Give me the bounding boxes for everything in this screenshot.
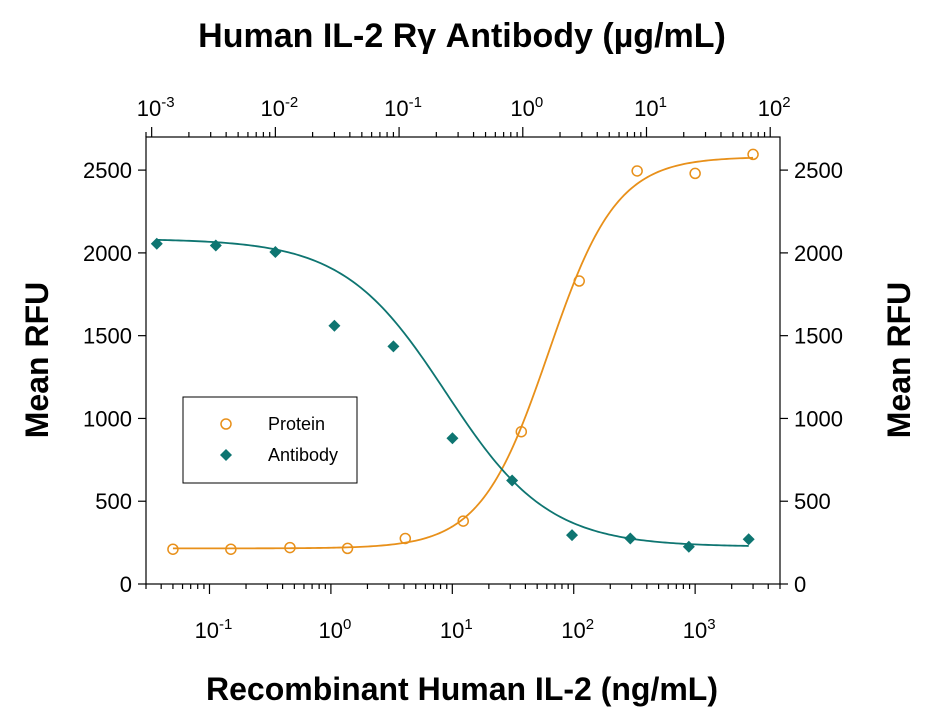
antibody-point	[446, 432, 459, 445]
legend-antibody-marker	[220, 449, 232, 461]
protein-point	[515, 425, 528, 438]
y-tick-label-right-0: 0	[794, 572, 806, 597]
legend-protein-marker	[220, 418, 232, 430]
top-tick-label--3: 10-3	[137, 94, 175, 121]
y-tick-label-left-500: 500	[95, 489, 132, 514]
x-tick-label-2: 102	[561, 616, 594, 643]
antibody-point	[328, 319, 341, 332]
y-axis-label-left: Mean RFU	[19, 282, 55, 438]
antibody-point	[682, 540, 695, 553]
y-tick-label-right-2000: 2000	[794, 241, 843, 266]
y-tick-label-left-2500: 2500	[83, 158, 132, 183]
protein-point	[573, 275, 585, 287]
curves	[156, 156, 754, 550]
y-tick-label-right-1000: 1000	[794, 406, 843, 431]
plot-frame	[145, 136, 781, 585]
protein-point	[225, 543, 237, 555]
antibody-fit-curve	[156, 238, 749, 547]
top-tick-label-0: 100	[510, 94, 543, 121]
y-tick-label-left-1500: 1500	[83, 324, 132, 349]
antibody-point	[624, 532, 637, 545]
top-tick-label--2: 10-2	[260, 94, 298, 121]
protein-point	[457, 515, 469, 527]
x-axis-label: Recombinant Human IL-2 (ng/mL)	[206, 671, 718, 707]
protein-point	[747, 148, 759, 161]
y-tick-label-right-1500: 1500	[794, 324, 843, 349]
top-tick-label-1: 101	[634, 94, 667, 121]
x-tick-label-0: 100	[318, 616, 351, 643]
protein-point	[399, 532, 412, 545]
antibody-point	[209, 239, 222, 252]
protein-point	[167, 543, 179, 555]
y-tick-label-left-2000: 2000	[83, 241, 132, 266]
top-axis-labels: 10-3 10-2 10-1 100 101 102	[137, 94, 791, 121]
legend: Protein Antibody	[182, 396, 358, 484]
top-axis-ticks	[145, 127, 771, 137]
data-points	[150, 148, 759, 555]
legend-protein-label: Protein	[268, 414, 325, 434]
chart-title: Human IL-2 Rγ Antibody (µg/mL)	[198, 17, 726, 55]
top-tick-label-2: 102	[758, 94, 791, 121]
top-tick-label--1: 10-1	[384, 94, 422, 121]
legend-antibody-label: Antibody	[268, 445, 338, 465]
antibody-point	[506, 474, 519, 487]
antibody-point	[150, 237, 163, 250]
protein-point	[631, 165, 643, 177]
y-axis-label-right: Mean RFU	[881, 282, 917, 438]
legend-box	[182, 396, 358, 484]
y-tick-label-left-1000: 1000	[83, 406, 132, 431]
protein-fit-curve	[172, 156, 754, 550]
y-tick-label-right-500: 500	[794, 489, 831, 514]
antibody-point	[742, 533, 755, 546]
bottom-axis-labels: 10-1 100 101 102 103	[195, 616, 716, 643]
y-tick-label-left-0: 0	[120, 572, 132, 597]
y-tick-label-right-2500: 2500	[794, 158, 843, 183]
x-tick-label-1: 101	[440, 616, 473, 643]
y-axis-right-ticks: 0 500 1000 1500 2000 2500	[780, 158, 843, 597]
antibody-point	[269, 246, 282, 259]
protein-point	[689, 167, 701, 180]
x-tick-label-3: 103	[683, 616, 716, 643]
x-tick-label--1: 10-1	[195, 616, 233, 643]
bottom-axis-ticks	[145, 584, 781, 594]
antibody-point	[566, 529, 579, 542]
protein-point	[284, 541, 296, 554]
y-axis-left-ticks: 0 500 1000 1500 2000 2500	[83, 158, 146, 597]
antibody-point	[387, 340, 400, 353]
protein-point	[341, 542, 354, 555]
